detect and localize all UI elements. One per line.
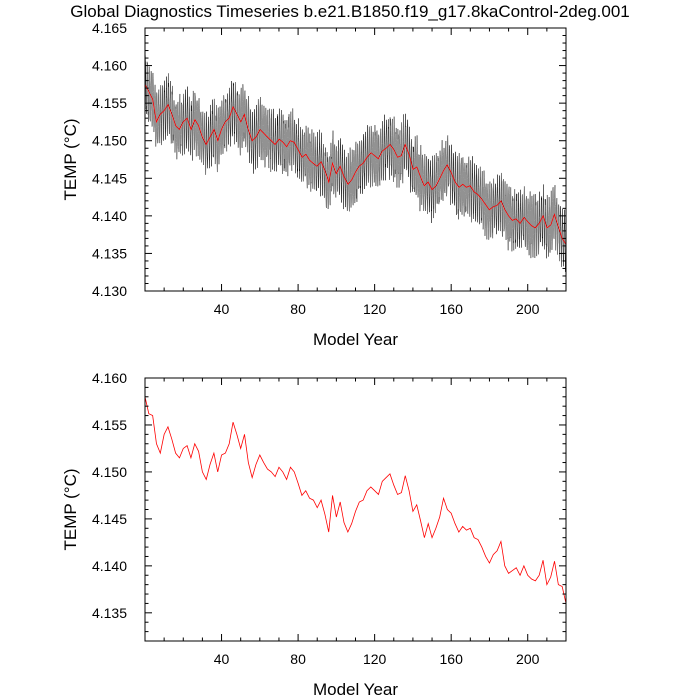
x-tick-label: 200 <box>516 301 540 317</box>
x-tick-label: 120 <box>363 301 387 317</box>
x-tick-label: 80 <box>290 301 306 317</box>
x-tick-label: 200 <box>516 651 540 667</box>
y-tick-label: 4.130 <box>92 283 127 299</box>
x-tick-label: 40 <box>214 301 230 317</box>
x-tick-label: 160 <box>440 651 464 667</box>
y-tick-label: 4.140 <box>92 558 127 574</box>
y-axis-label: TEMP (°C) <box>61 118 80 200</box>
y-tick-label: 4.140 <box>92 208 127 224</box>
y-tick-label: 4.155 <box>92 417 127 433</box>
y-tick-label: 4.160 <box>92 370 127 386</box>
annual-mean-temp-line <box>145 84 566 245</box>
chart-title: Global Diagnostics Timeseries b.e21.B185… <box>70 2 629 21</box>
monthly-temp-line <box>145 55 566 273</box>
x-tick-label: 160 <box>440 301 464 317</box>
y-axis-label: TEMP (°C) <box>61 468 80 550</box>
x-axis-label: Model Year <box>313 680 398 699</box>
y-tick-label: 4.165 <box>92 20 127 36</box>
plot-frame <box>144 377 567 642</box>
y-tick-label: 4.135 <box>92 605 127 621</box>
top-panel: 40 80 120 160 200 4.130 4.135 4.140 4.145 4.150 4.… <box>61 20 567 349</box>
bottom-panel: 40 80 120 160 200 4.135 4.140 4.145 4.150 4.155 4.… <box>61 370 567 699</box>
y-tick-label: 4.135 <box>92 245 127 261</box>
annual-mean-temp-line <box>145 396 566 604</box>
y-tick-label: 4.145 <box>92 170 127 186</box>
x-tick-label: 120 <box>363 651 387 667</box>
x-tick-label: 40 <box>214 651 230 667</box>
y-tick-label: 4.155 <box>92 95 127 111</box>
x-tick-label: 80 <box>290 651 306 667</box>
y-tick-label: 4.150 <box>92 464 127 480</box>
y-tick-label: 4.150 <box>92 133 127 149</box>
x-axis-label: Model Year <box>313 330 398 349</box>
y-tick-label: 4.145 <box>92 511 127 527</box>
y-tick-label: 4.160 <box>92 58 127 74</box>
